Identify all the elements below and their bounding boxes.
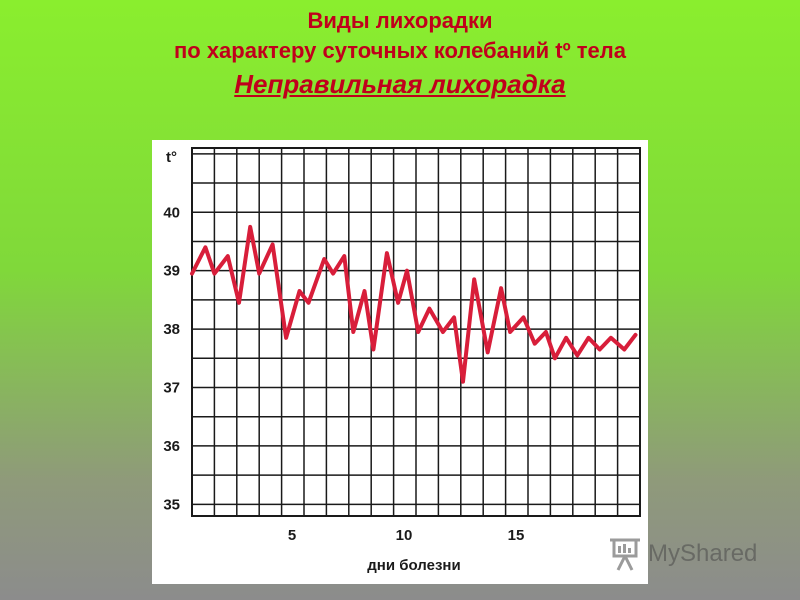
y-tick-label: 38 xyxy=(163,321,180,338)
temperature-line xyxy=(190,224,638,384)
y-axis-label: t° xyxy=(166,149,177,166)
x-tick-label: 10 xyxy=(396,527,413,544)
chart-canvas: 35 36 37 38 39 40 5 10 15 t° дни болезни xyxy=(163,147,641,574)
slide-title: Виды лихорадки xyxy=(307,8,493,33)
presentation-board-icon xyxy=(610,538,640,571)
y-tick-label: 35 xyxy=(163,496,180,513)
x-tick-label: 15 xyxy=(508,527,525,544)
watermark-text: MyShared xyxy=(648,540,758,567)
slide-titles: Виды лихорадки по характеру суточных кол… xyxy=(0,6,800,102)
x-tick-label: 5 xyxy=(288,527,296,544)
slide-heading: Неправильная лихорадка xyxy=(234,69,566,99)
y-tick-label: 37 xyxy=(163,379,180,396)
y-tick-labels: 35 36 37 38 39 40 xyxy=(163,204,180,513)
temperature-chart: 35 36 37 38 39 40 5 10 15 t° дни болезни xyxy=(152,140,648,584)
x-axis-label: дни болезни xyxy=(367,557,460,574)
y-tick-label: 36 xyxy=(163,438,180,455)
slide-subtitle: по характеру суточных колебаний tº тела xyxy=(173,38,627,63)
y-tick-label: 40 xyxy=(163,204,180,221)
watermark: MyShared xyxy=(608,536,778,576)
x-tick-labels: 5 10 15 xyxy=(288,527,525,544)
y-tick-label: 39 xyxy=(163,263,180,280)
chart-grid xyxy=(191,147,641,517)
